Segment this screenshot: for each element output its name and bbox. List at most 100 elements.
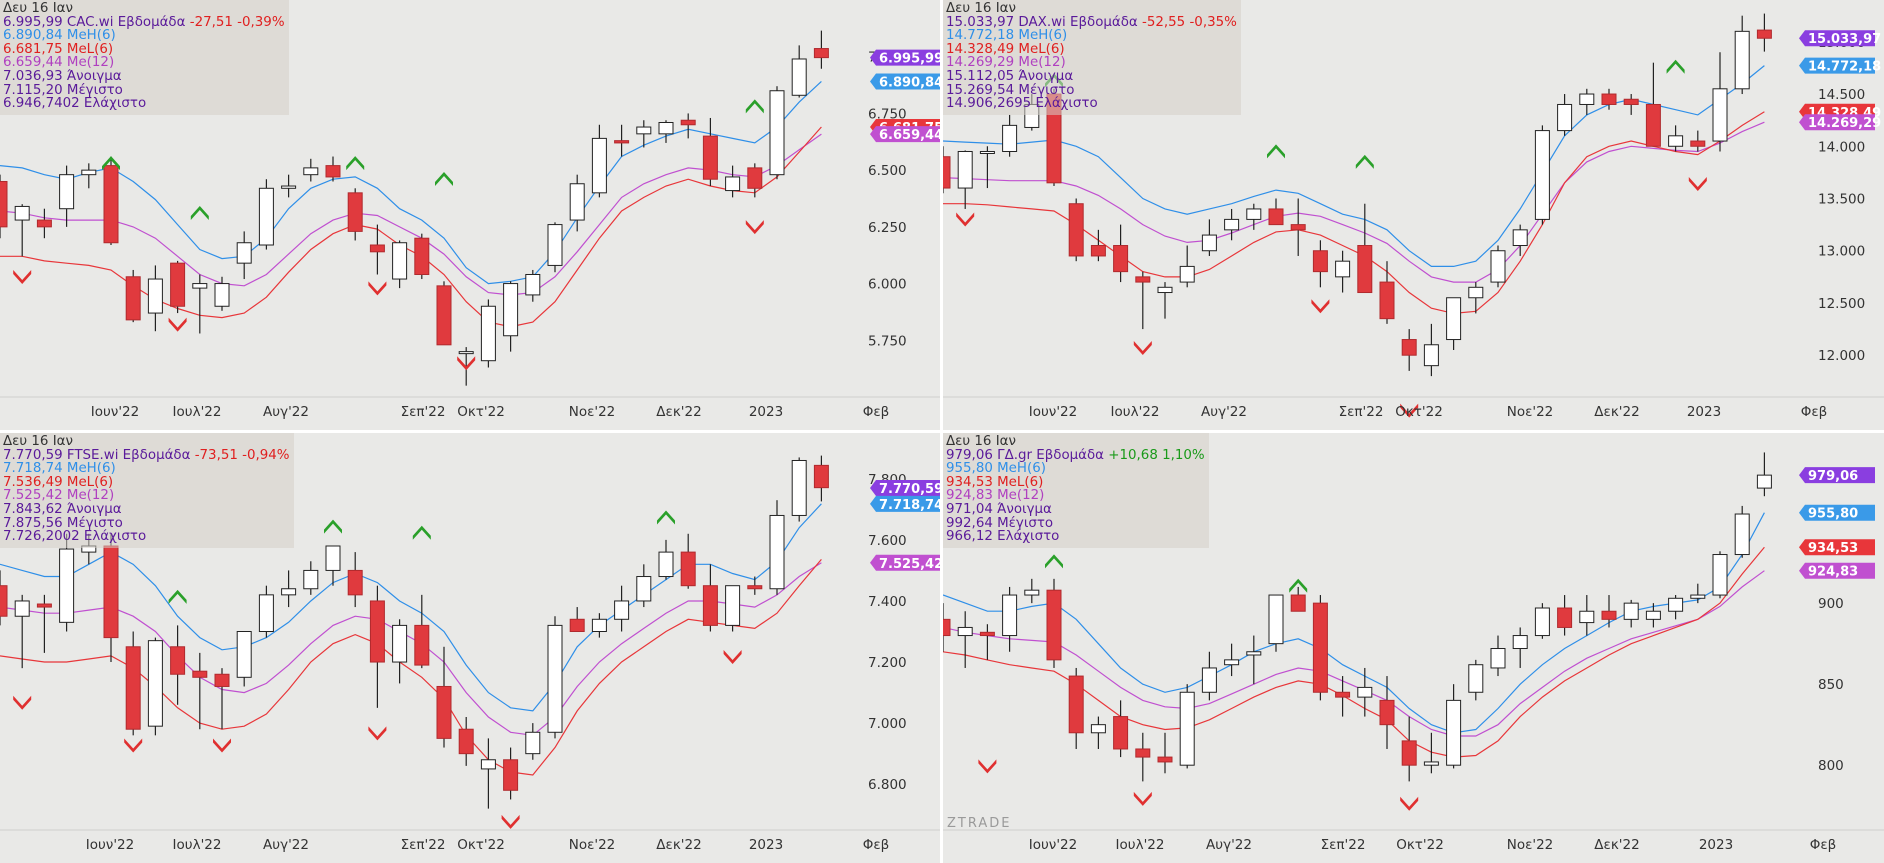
candle[interactable] <box>1002 114 1018 157</box>
candle[interactable] <box>1690 130 1706 152</box>
candle[interactable] <box>436 281 452 346</box>
candle[interactable] <box>1645 62 1661 147</box>
chart-panel-gd[interactable]: 900 850 800 979,06 955,80 934,53 924,83 Ιουν'22… <box>943 433 1884 863</box>
candle[interactable] <box>214 668 230 730</box>
candle[interactable] <box>147 637 163 736</box>
candle[interactable] <box>392 240 408 289</box>
candle[interactable] <box>1246 203 1262 230</box>
candle[interactable] <box>1623 94 1639 115</box>
candle[interactable] <box>0 570 8 626</box>
candle[interactable] <box>281 570 297 608</box>
candle[interactable] <box>347 552 363 608</box>
candle[interactable] <box>1534 603 1550 639</box>
candle[interactable] <box>1046 578 1062 668</box>
candle[interactable] <box>1312 595 1328 701</box>
candle[interactable] <box>547 222 563 273</box>
candle[interactable] <box>1312 240 1328 288</box>
candle[interactable] <box>147 265 163 332</box>
candle[interactable] <box>658 539 674 580</box>
candle[interactable] <box>957 150 973 209</box>
chart-svg[interactable]: 7.0006.7506.5006.2506.0005.7506.995,996.… <box>0 0 940 430</box>
candle[interactable] <box>943 146 951 194</box>
candle[interactable] <box>480 738 496 809</box>
candle[interactable] <box>1357 667 1373 717</box>
candle[interactable] <box>1601 88 1617 110</box>
chart-panel-cac[interactable]: 7.0006.7506.5006.2506.0005.7506.995,996.… <box>0 0 940 430</box>
candle[interactable] <box>1268 198 1284 226</box>
chart-panel-ftse[interactable]: 7.800 7.600 7.400 7.200 7.000 6.800 7.770,59 7.… <box>0 433 940 863</box>
candle[interactable] <box>36 594 52 653</box>
candle[interactable] <box>1468 659 1484 701</box>
candle[interactable] <box>658 120 674 143</box>
candle[interactable] <box>1157 732 1173 774</box>
candle[interactable] <box>170 625 186 705</box>
candle[interactable] <box>192 652 208 730</box>
candle[interactable] <box>170 260 186 314</box>
candle[interactable] <box>569 607 585 633</box>
candle[interactable] <box>680 533 696 589</box>
candle[interactable] <box>1113 224 1129 283</box>
candle[interactable] <box>747 576 763 595</box>
candle[interactable] <box>36 208 52 239</box>
candle[interactable] <box>59 165 75 227</box>
candle[interactable] <box>1490 245 1506 288</box>
candle[interactable] <box>1756 452 1772 497</box>
candle[interactable] <box>236 231 252 280</box>
candle[interactable] <box>614 585 630 632</box>
candle[interactable] <box>1712 551 1728 599</box>
candle[interactable] <box>1534 125 1550 225</box>
candle[interactable] <box>1068 198 1084 262</box>
candle[interactable] <box>1401 329 1417 371</box>
candle[interactable] <box>1024 578 1040 604</box>
candle[interactable] <box>1379 676 1395 749</box>
candle[interactable] <box>747 163 763 198</box>
candle[interactable] <box>369 224 385 275</box>
candle[interactable] <box>1224 208 1240 241</box>
candle[interactable] <box>125 269 141 323</box>
candle[interactable] <box>1668 595 1684 620</box>
candle[interactable] <box>1090 716 1106 749</box>
candle[interactable] <box>525 723 541 760</box>
candle[interactable] <box>1557 94 1573 136</box>
candle[interactable] <box>547 616 563 739</box>
candle[interactable] <box>791 457 807 522</box>
candle[interactable] <box>503 747 519 800</box>
candle[interactable] <box>1734 15 1750 95</box>
candle[interactable] <box>1335 676 1351 717</box>
candle[interactable] <box>591 124 607 198</box>
candle[interactable] <box>14 594 30 669</box>
candle[interactable] <box>369 585 385 708</box>
candle[interactable] <box>303 158 319 182</box>
candle[interactable] <box>236 631 252 687</box>
candle[interactable] <box>1357 203 1373 294</box>
candle[interactable] <box>1668 125 1684 152</box>
candle[interactable] <box>725 165 741 198</box>
candle[interactable] <box>1423 323 1439 377</box>
panel-divider-horizontal[interactable] <box>0 430 1884 433</box>
candle[interactable] <box>979 146 995 189</box>
candle[interactable] <box>1734 505 1750 558</box>
candle[interactable] <box>59 533 75 632</box>
candle[interactable] <box>1712 52 1728 152</box>
candle[interactable] <box>791 45 807 98</box>
candle[interactable] <box>525 269 541 302</box>
candle[interactable] <box>214 276 230 311</box>
candle[interactable] <box>769 500 785 595</box>
candle[interactable] <box>458 717 474 766</box>
candle[interactable] <box>414 233 430 280</box>
candle[interactable] <box>1423 732 1439 774</box>
candle[interactable] <box>436 646 452 748</box>
candle[interactable] <box>702 117 718 187</box>
candle[interactable] <box>1179 684 1195 769</box>
candle[interactable] <box>813 455 829 502</box>
candle[interactable] <box>1290 586 1306 612</box>
candle[interactable] <box>0 174 8 239</box>
candle[interactable] <box>1135 271 1151 330</box>
candle[interactable] <box>1446 684 1462 769</box>
candle[interactable] <box>1601 595 1617 628</box>
candle[interactable] <box>1468 282 1484 314</box>
candle[interactable] <box>1335 250 1351 293</box>
candle[interactable] <box>303 561 319 595</box>
candle[interactable] <box>1623 599 1639 628</box>
candle[interactable] <box>1557 595 1573 636</box>
